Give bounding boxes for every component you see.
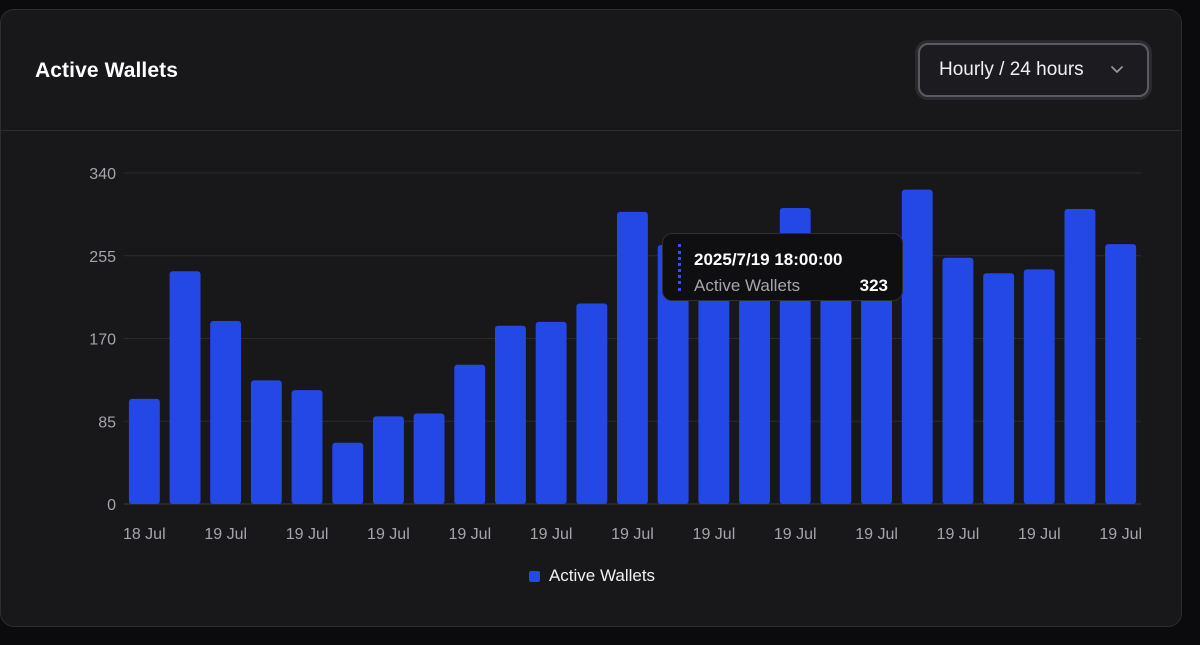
x-tick-label: 19 Jul	[367, 526, 410, 543]
bars	[128, 189, 1137, 505]
x-tick-label: 18 Jul	[123, 526, 166, 543]
bar-3[interactable]	[210, 321, 242, 504]
x-tick-label: 19 Jul	[1099, 526, 1142, 543]
time-range-label: Hourly / 24 hours	[939, 59, 1084, 80]
bar-16[interactable]	[739, 254, 770, 504]
bar-14[interactable]	[657, 245, 689, 504]
tooltip-series-marker	[678, 244, 681, 291]
x-tick-label: 19 Jul	[693, 526, 736, 543]
y-tick-label: 85	[98, 414, 116, 431]
y-axis-labels: 0 85 170 255 340	[89, 166, 116, 514]
bar-11[interactable]	[535, 321, 567, 504]
legend-swatch	[528, 570, 540, 582]
bar-22[interactable]	[983, 273, 1015, 504]
x-tick-label: 19 Jul	[855, 526, 898, 543]
tooltip-value: 323	[859, 276, 888, 295]
bar-21[interactable]	[942, 257, 974, 504]
card-header: Active Wallets Hourly / 24 hours	[1, 10, 1181, 131]
bar-5[interactable]	[291, 390, 323, 504]
x-tick-label: 19 Jul	[530, 526, 573, 543]
bar-2[interactable]	[169, 271, 201, 504]
bar-chart: 0 85 170 255 340 18 Jul 19 Jul 19 Jul 19 Jul 19 …	[89, 166, 1142, 543]
bar-23[interactable]	[1023, 269, 1055, 504]
bar-9[interactable]	[454, 364, 486, 504]
time-range-select[interactable]: Hourly / 24 hours	[918, 43, 1149, 97]
tooltip-series-name: Active Wallets	[694, 276, 801, 295]
bar-19[interactable]	[861, 263, 892, 505]
bar-15[interactable]	[698, 248, 730, 504]
bar-12[interactable]	[576, 303, 608, 505]
y-tick-label: 170	[89, 332, 116, 349]
x-tick-label: 19 Jul	[937, 526, 980, 543]
tooltip-timestamp: 2025/7/19 18:00:00	[694, 250, 843, 269]
x-tick-label: 19 Jul	[448, 526, 491, 543]
x-tick-label: 19 Jul	[204, 526, 247, 543]
bar-24[interactable]	[1064, 209, 1096, 504]
x-tick-label: 19 Jul	[1018, 526, 1061, 543]
card-title: Active Wallets	[35, 59, 179, 82]
x-tick-label: 19 Jul	[611, 526, 654, 543]
bar-1[interactable]	[128, 398, 160, 504]
y-tick-label: 255	[89, 249, 116, 266]
bar-25[interactable]	[1105, 244, 1137, 504]
legend-label: Active Wallets	[548, 566, 656, 585]
bar-13[interactable]	[617, 211, 648, 504]
bar-10[interactable]	[495, 325, 526, 504]
bar-8[interactable]	[413, 413, 445, 505]
chevron-down-icon	[1111, 66, 1123, 73]
bar-18[interactable]	[820, 248, 852, 504]
bar-20[interactable]	[901, 189, 933, 504]
x-tick-label: 19 Jul	[774, 526, 817, 543]
bar-7[interactable]	[373, 416, 404, 504]
bar-4[interactable]	[250, 380, 282, 504]
y-tick-label: 340	[89, 166, 116, 183]
active-wallets-card: Active Wallets Hourly / 24 hours 0 85 170 2…	[0, 9, 1182, 627]
chart-legend[interactable]: Active Wallets	[1, 566, 1181, 586]
bar-6[interactable]	[332, 442, 364, 504]
x-tick-label: 19 Jul	[286, 526, 329, 543]
y-tick-label: 0	[107, 497, 116, 514]
x-axis-labels: 18 Jul 19 Jul 19 Jul 19 Jul 19 Jul 19 Jul 19 J…	[123, 526, 1142, 543]
chart-tooltip: 2025/7/19 18:00:00 Active Wallets 323	[662, 233, 903, 301]
